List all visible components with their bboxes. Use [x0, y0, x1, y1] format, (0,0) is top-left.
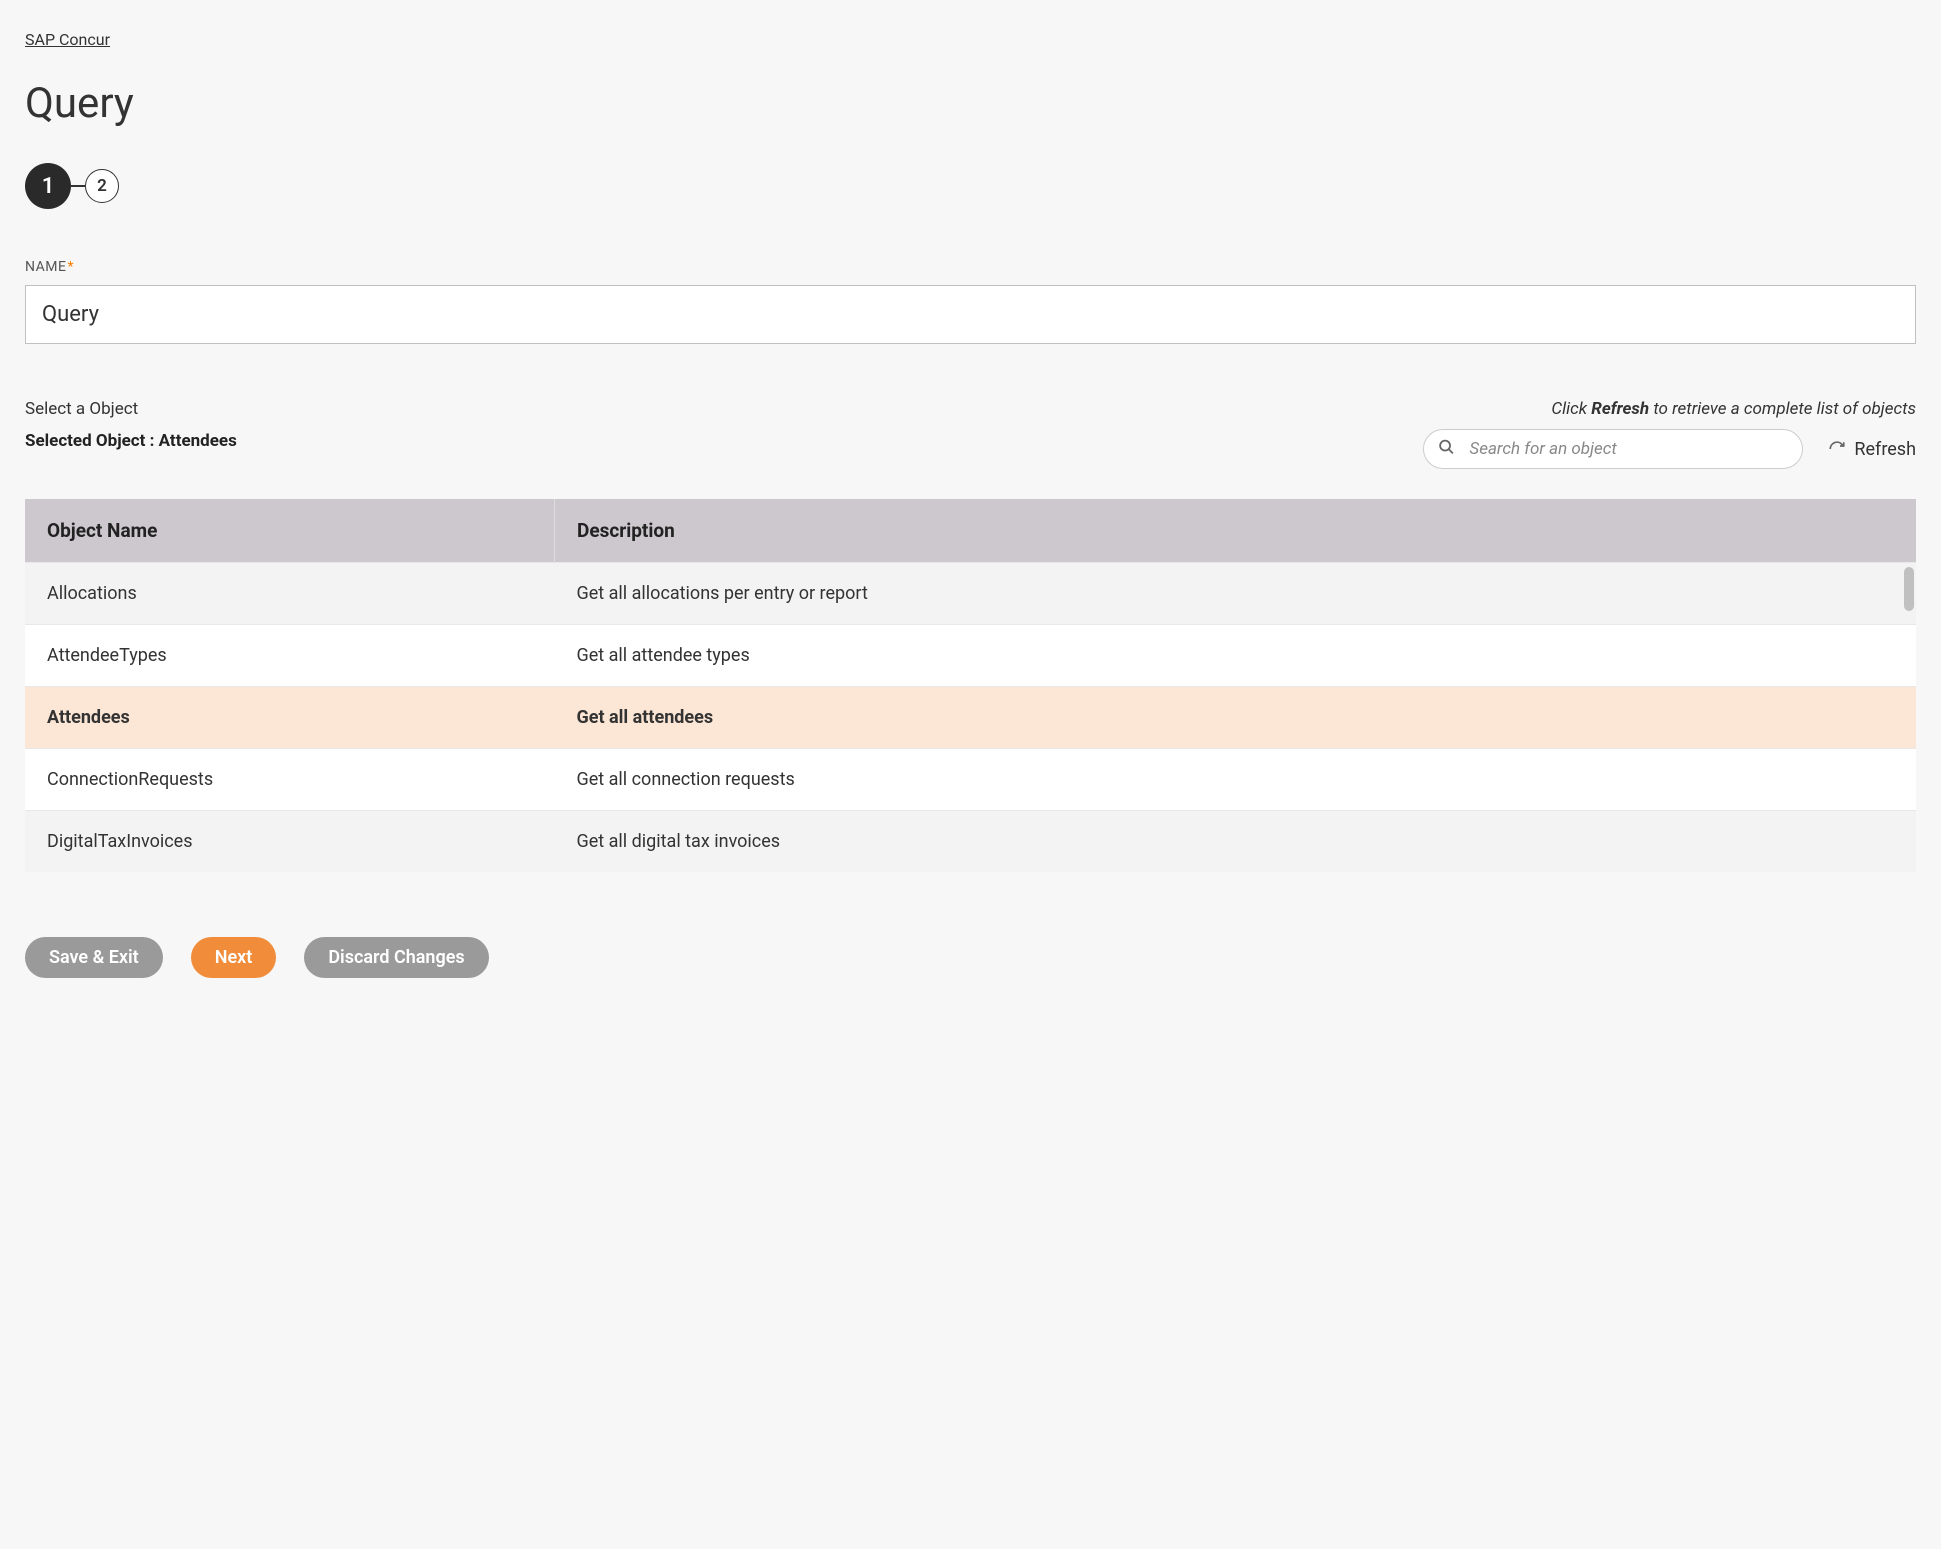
search-input[interactable]	[1423, 429, 1803, 469]
scrollbar-thumb[interactable]	[1904, 567, 1914, 611]
cell-object-name: DigitalTaxInvoices	[25, 811, 554, 873]
cell-object-name: Allocations	[25, 563, 554, 625]
button-row: Save & Exit Next Discard Changes	[25, 937, 1916, 978]
col-header-name[interactable]: Object Name	[25, 499, 554, 563]
cell-description: Get all allocations per entry or report	[554, 563, 1916, 625]
save-exit-button[interactable]: Save & Exit	[25, 937, 163, 978]
select-object-label: Select a Object	[25, 399, 237, 419]
search-box	[1423, 429, 1803, 469]
refresh-icon	[1828, 440, 1846, 458]
table-row[interactable]: AttendeeTypesGet all attendee types	[25, 625, 1916, 687]
table-row[interactable]: AllocationsGet all allocations per entry…	[25, 563, 1916, 625]
table-row[interactable]: DigitalTaxInvoicesGet all digital tax in…	[25, 811, 1916, 873]
refresh-button[interactable]: Refresh	[1828, 439, 1916, 460]
search-icon	[1438, 439, 1455, 460]
cell-object-name: Attendees	[25, 687, 554, 749]
table-row[interactable]: AttendeesGet all attendees	[25, 687, 1916, 749]
name-field-label: NAME*	[25, 259, 1916, 275]
cell-description: Get all connection requests	[554, 749, 1916, 811]
cell-object-name: ConnectionRequests	[25, 749, 554, 811]
name-input[interactable]	[25, 285, 1916, 344]
discard-button[interactable]: Discard Changes	[304, 937, 488, 978]
breadcrumb-link[interactable]: SAP Concur	[25, 30, 110, 49]
table-row[interactable]: ConnectionRequestsGet all connection req…	[25, 749, 1916, 811]
cell-description: Get all digital tax invoices	[554, 811, 1916, 873]
step-1[interactable]: 1	[25, 163, 71, 209]
cell-description: Get all attendees	[554, 687, 1916, 749]
selected-object-text: Selected Object : Attendees	[25, 431, 237, 451]
next-button[interactable]: Next	[191, 937, 277, 978]
stepper: 1 2	[25, 163, 1916, 209]
step-2[interactable]: 2	[85, 169, 119, 203]
object-table: Object Name Description AllocationsGet a…	[25, 499, 1916, 872]
col-header-desc[interactable]: Description	[554, 499, 1916, 563]
cell-description: Get all attendee types	[554, 625, 1916, 687]
name-label-text: NAME	[25, 259, 66, 275]
cell-object-name: AttendeeTypes	[25, 625, 554, 687]
object-table-wrap: Object Name Description AllocationsGet a…	[25, 499, 1916, 872]
required-asterisk: *	[67, 259, 74, 275]
table-scrollbar[interactable]	[1902, 563, 1916, 872]
refresh-label: Refresh	[1854, 439, 1916, 460]
refresh-hint: Click Refresh to retrieve a complete lis…	[1423, 399, 1916, 419]
step-connector	[71, 185, 85, 187]
page-title: Query	[25, 79, 1916, 128]
